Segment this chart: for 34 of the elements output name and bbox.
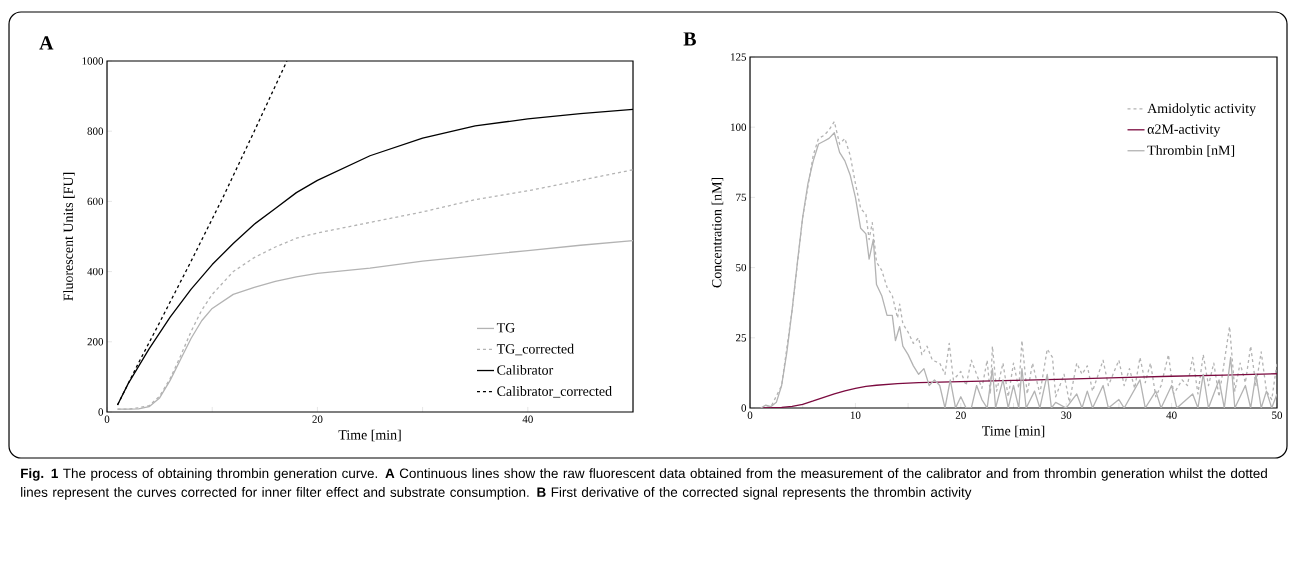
x-tick-label: 50 (1272, 411, 1283, 419)
y-axis-title: Fluorescent Units [FU] (63, 172, 75, 301)
x-axis-title: Time [min] (338, 429, 401, 442)
y-tick-label: 125 (731, 53, 747, 61)
y-tick-label: 200 (87, 338, 104, 346)
x-tick-label: 30 (1061, 411, 1072, 419)
x-tick-label: 10 (850, 411, 861, 419)
y-tick-label: 75 (736, 193, 747, 202)
legend-label: TG_corrected (496, 343, 574, 356)
x-tick-label: 40 (522, 415, 533, 423)
y-tick-label: 1000 (82, 57, 104, 65)
legend-label: α2M-activity (1147, 124, 1221, 137)
legend-label: Calibrator_corrected (497, 386, 612, 398)
y-tick-label: 0 (741, 404, 747, 412)
legend-label: Calibrator (497, 364, 554, 375)
y-axis-title: Concentration [nM] (711, 177, 724, 288)
legend-label: Thrombin [nM] (1147, 145, 1235, 157)
y-tick-label: 50 (736, 263, 747, 272)
text: Fig. 1 The process of obtaining thrombin generation curve. A Continuous lines show the raw fluorescent data obtained from the measurement of the calibrator and from thrombin generation whilst the dotted lines represent the curves corrected for inner filter effect and substrate consumption. B First derivative of the corrected signal represents the thrombin activity (21, 468, 1267, 500)
x-tick-label: 20 (312, 415, 323, 423)
chart-title: A (39, 36, 54, 50)
y-tick-label: 800 (87, 127, 104, 135)
x-tick-label: 40 (1166, 411, 1177, 419)
y-tick-label: 25 (736, 334, 747, 342)
x-tick-label: 20 (955, 411, 966, 419)
legend-label: TG (496, 323, 515, 333)
chart-title: B (683, 32, 696, 46)
y-tick-label: 100 (731, 123, 747, 131)
y-tick-label: 400 (87, 267, 104, 276)
legend-label: Amidolytic activity (1147, 103, 1256, 116)
x-axis-title: Time [min] (982, 425, 1045, 438)
x-tick-label: 0 (747, 411, 753, 419)
y-tick-label: 600 (87, 197, 104, 206)
x-tick-label: 0 (104, 415, 110, 423)
